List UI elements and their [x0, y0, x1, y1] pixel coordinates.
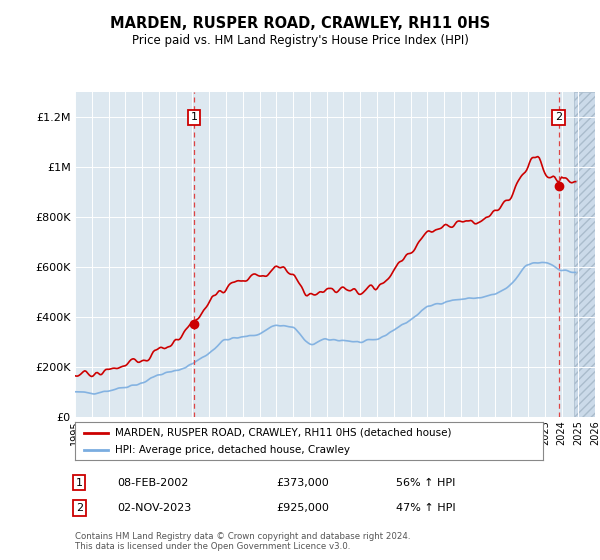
Text: 2: 2: [76, 503, 83, 513]
Text: MARDEN, RUSPER ROAD, CRAWLEY, RH11 0HS (detached house): MARDEN, RUSPER ROAD, CRAWLEY, RH11 0HS (…: [115, 427, 451, 437]
Text: Price paid vs. HM Land Registry's House Price Index (HPI): Price paid vs. HM Land Registry's House …: [131, 34, 469, 46]
Text: MARDEN, RUSPER ROAD, CRAWLEY, RH11 0HS: MARDEN, RUSPER ROAD, CRAWLEY, RH11 0HS: [110, 16, 490, 31]
Text: £373,000: £373,000: [276, 478, 329, 488]
Text: 47% ↑ HPI: 47% ↑ HPI: [396, 503, 455, 513]
Text: 2: 2: [555, 113, 562, 123]
Text: HPI: Average price, detached house, Crawley: HPI: Average price, detached house, Craw…: [115, 445, 350, 455]
Text: 02-NOV-2023: 02-NOV-2023: [117, 503, 191, 513]
Text: £925,000: £925,000: [276, 503, 329, 513]
Text: Contains HM Land Registry data © Crown copyright and database right 2024.
This d: Contains HM Land Registry data © Crown c…: [75, 532, 410, 552]
Text: 08-FEB-2002: 08-FEB-2002: [117, 478, 188, 488]
Bar: [574, 92, 595, 417]
Bar: [574, 92, 595, 417]
Text: 1: 1: [76, 478, 83, 488]
Text: 1: 1: [191, 113, 197, 123]
Text: 56% ↑ HPI: 56% ↑ HPI: [396, 478, 455, 488]
